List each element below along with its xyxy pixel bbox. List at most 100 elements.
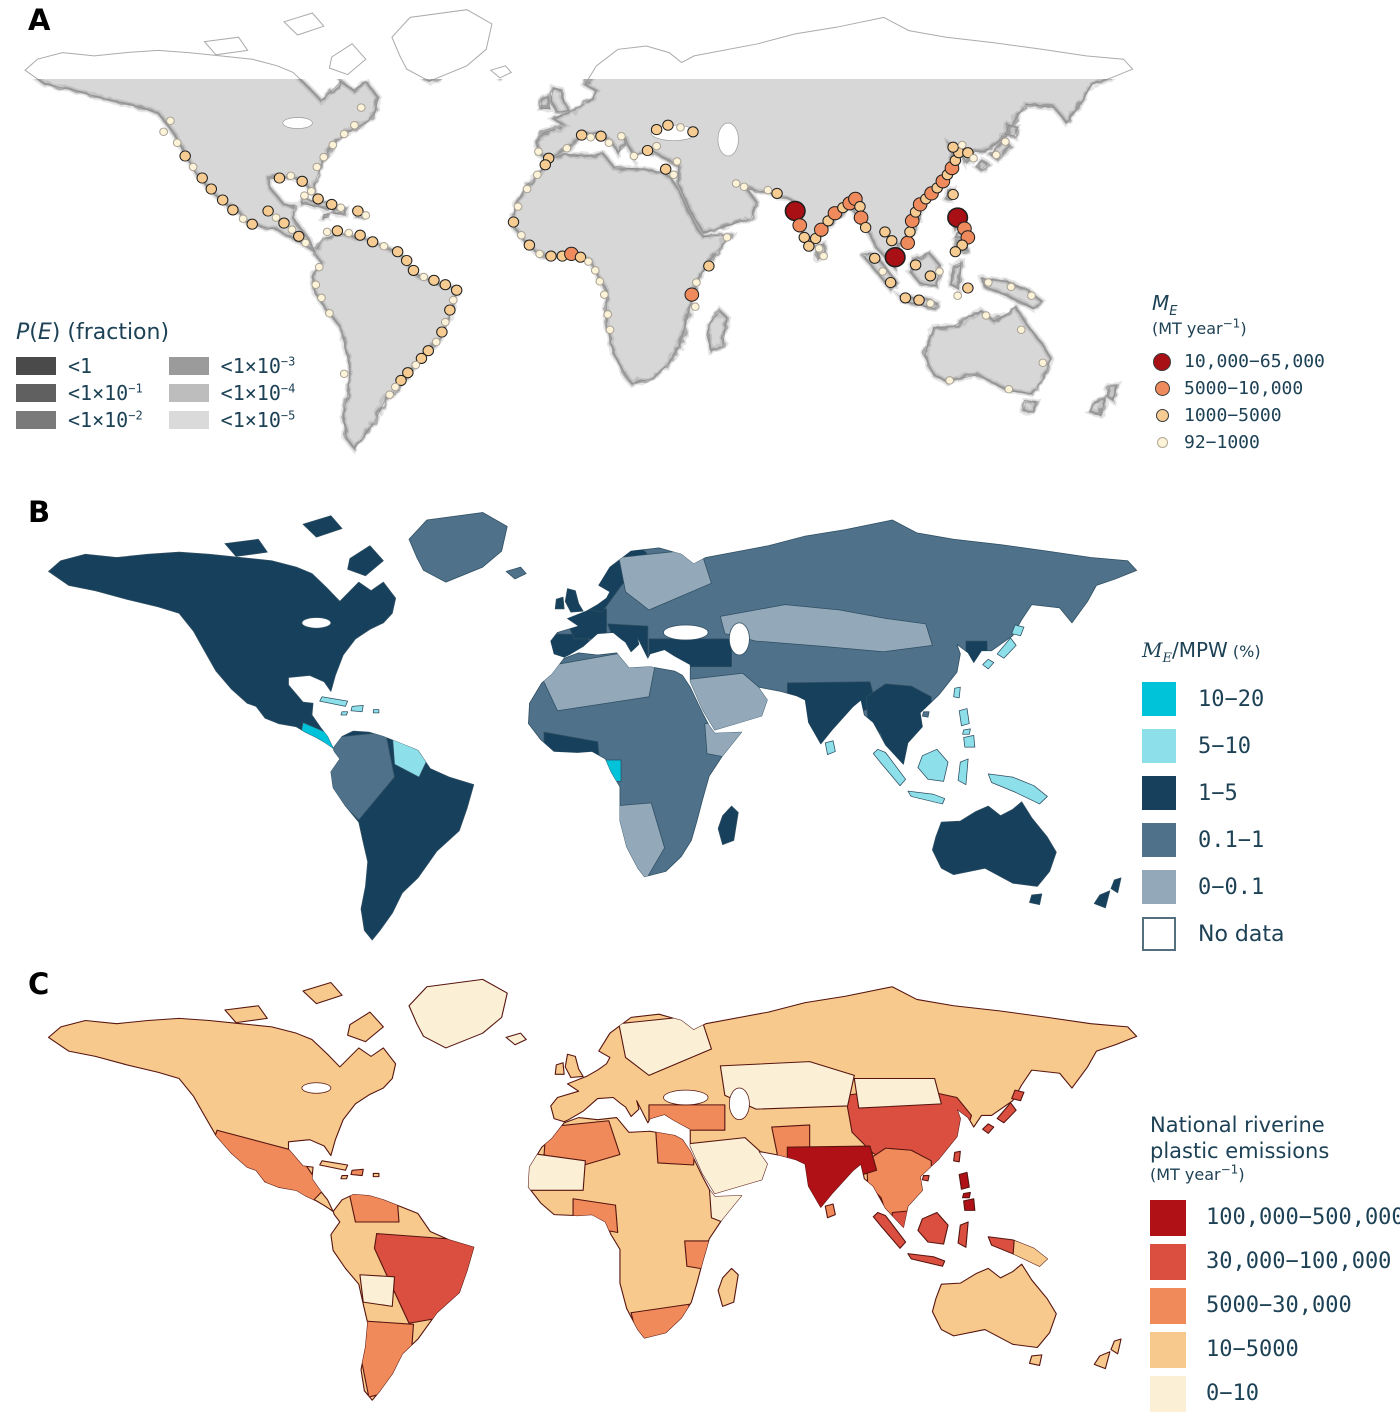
region-ai1 bbox=[347, 545, 384, 577]
pe-fraction-legend: P(E) (fraction) <1 <1×10−1 <1×10−2 <1×10−3 <… bbox=[16, 320, 296, 432]
me-legend-title: ME bbox=[1152, 291, 1178, 319]
emission-dot bbox=[293, 230, 305, 242]
me-legend-item: 10,000−65,000 bbox=[1152, 348, 1325, 375]
emission-dot bbox=[947, 188, 959, 201]
legend-item: 10−5000 bbox=[1150, 1331, 1400, 1368]
region-japan2 bbox=[996, 637, 1017, 659]
emission-dot bbox=[159, 127, 168, 137]
country-north_africa bbox=[536, 652, 657, 712]
region-hispaniola bbox=[350, 1168, 364, 1177]
region-newguinea bbox=[987, 773, 1048, 805]
me-legend-item: 92−1000 bbox=[1152, 429, 1325, 456]
emission-dot bbox=[328, 140, 338, 150]
country-kazakhstan bbox=[719, 1061, 855, 1110]
legend-label: 5000−30,000 bbox=[1206, 1293, 1352, 1318]
emission-dot bbox=[884, 246, 906, 268]
pe-swatch bbox=[168, 357, 209, 375]
emission-dot bbox=[205, 183, 218, 195]
emission-dot bbox=[450, 284, 463, 296]
emission-dot bbox=[574, 251, 587, 263]
inland-sea bbox=[728, 1087, 750, 1121]
me-label: 10,000−65,000 bbox=[1184, 351, 1325, 373]
emission-dot bbox=[953, 291, 963, 300]
emission-dot bbox=[763, 185, 773, 195]
region-taiwan bbox=[953, 1150, 961, 1163]
emission-dot bbox=[722, 233, 732, 242]
region-japan3 bbox=[982, 658, 995, 670]
emission-dot bbox=[179, 150, 191, 162]
emission-dot bbox=[523, 239, 536, 251]
region-visayas bbox=[961, 1191, 971, 1199]
region-hispaniola bbox=[350, 704, 364, 713]
pe-legend-item: <1×10−3 bbox=[168, 354, 296, 378]
pe-swatch bbox=[168, 411, 209, 429]
c-legend-items: 100,000−500,000 30,000−100,000 5000−30,000… bbox=[1150, 1199, 1400, 1412]
country-venezuela bbox=[348, 1194, 400, 1223]
emission-dot bbox=[273, 172, 286, 184]
region-luzon bbox=[958, 708, 970, 727]
region-srilanka bbox=[824, 1203, 836, 1219]
emission-dot bbox=[854, 201, 866, 213]
legend-swatch-nodata bbox=[1142, 917, 1176, 951]
legend-item: 30,000−100,000 bbox=[1150, 1243, 1400, 1280]
emission-dot bbox=[798, 231, 811, 243]
emission-dot bbox=[676, 123, 685, 132]
emission-dot bbox=[949, 246, 962, 258]
inland-sea bbox=[728, 622, 750, 656]
emission-dot bbox=[731, 179, 741, 188]
region-borneo bbox=[917, 1211, 949, 1245]
region-tasmania bbox=[1029, 893, 1043, 906]
emission-dot bbox=[390, 382, 400, 392]
me-dot-swatch bbox=[1153, 352, 1171, 371]
emission-dot bbox=[909, 259, 922, 271]
emission-dot bbox=[238, 214, 248, 223]
emission-dot bbox=[535, 249, 544, 259]
region-sulawesi bbox=[957, 758, 969, 786]
emission-dot bbox=[586, 133, 596, 142]
emission-dot bbox=[339, 369, 349, 379]
region-greenland bbox=[408, 512, 508, 583]
emission-dot bbox=[684, 287, 700, 302]
me-dot-swatch bbox=[1154, 381, 1170, 397]
emission-dot bbox=[339, 129, 349, 139]
region-japan2 bbox=[996, 1102, 1017, 1124]
emission-dot bbox=[652, 141, 661, 151]
legend-swatch-cream bbox=[1150, 1375, 1186, 1412]
emission-dot bbox=[366, 236, 379, 248]
legend-item: 100,000−500,000 bbox=[1150, 1199, 1400, 1236]
emission-dot bbox=[539, 159, 552, 171]
emission-dot bbox=[672, 157, 682, 166]
emission-dot bbox=[962, 282, 974, 294]
emission-dot bbox=[300, 191, 309, 200]
region-ai3 bbox=[302, 982, 343, 1005]
pe-swatch bbox=[168, 384, 209, 402]
me-dot-container bbox=[1152, 381, 1172, 397]
region-luzon bbox=[958, 1171, 970, 1190]
emission-dot bbox=[956, 239, 968, 251]
emission-dot bbox=[629, 151, 639, 161]
region-japan1 bbox=[1011, 1089, 1025, 1102]
emission-dot bbox=[669, 170, 679, 179]
panel-a-label: A bbox=[28, 3, 51, 37]
pe-label: <1×10−1 bbox=[68, 381, 143, 405]
emission-dot bbox=[439, 279, 452, 291]
emission-dot bbox=[983, 278, 993, 287]
emission-dot bbox=[900, 235, 915, 250]
arctic-region-ai3 bbox=[283, 12, 325, 36]
pe-label: <1×10−2 bbox=[68, 408, 143, 432]
emission-dot bbox=[216, 194, 229, 206]
region-nz2 bbox=[1093, 890, 1111, 909]
legend-label: 0−0.1 bbox=[1198, 874, 1265, 900]
pe-legend-column: <1 <1×10−1 <1×10−2 bbox=[16, 354, 143, 432]
emission-dot bbox=[691, 278, 701, 287]
region-cuba bbox=[319, 1160, 349, 1171]
inland-sea bbox=[717, 122, 739, 157]
pe-label: <1×10−3 bbox=[220, 354, 296, 378]
country-turkey bbox=[648, 1104, 726, 1131]
emission-dot bbox=[356, 103, 366, 112]
emission-dot bbox=[884, 276, 897, 289]
inland-sea bbox=[663, 1089, 709, 1106]
region-ireland bbox=[554, 1062, 565, 1075]
emission-dot bbox=[431, 337, 441, 347]
legend-swatch-tan bbox=[1150, 1331, 1186, 1368]
